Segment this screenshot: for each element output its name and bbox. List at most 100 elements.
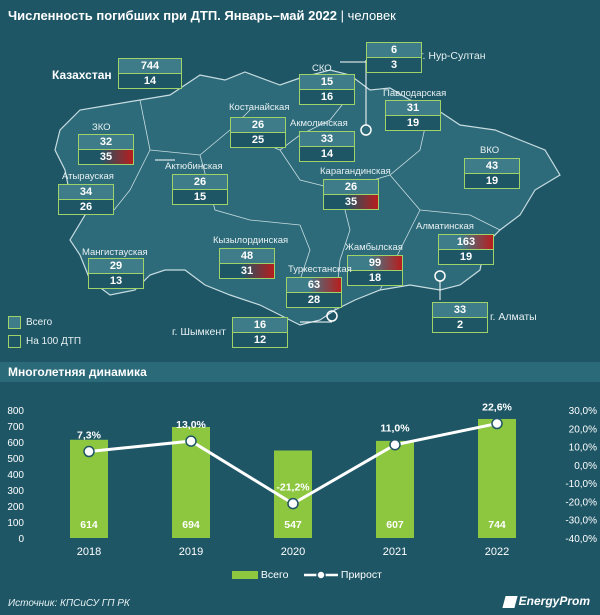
region-per100-pavlodar: 19 xyxy=(386,116,440,130)
region-label-zhambyl: Жамбылская xyxy=(345,242,403,253)
y-tick-label: 200 xyxy=(7,502,24,513)
region-total-vko: 43 xyxy=(465,159,519,174)
region-box-vko: 43 19 xyxy=(464,158,520,189)
region-per100-shymkent: 12 xyxy=(233,333,287,347)
region-per100-atyrau: 26 xyxy=(59,200,113,214)
region-label-kostanay: Костанайская xyxy=(229,102,290,113)
kazakhstan-map xyxy=(54,60,561,326)
growth-point xyxy=(83,445,95,458)
region-box-aktobe: 26 15 xyxy=(172,174,228,205)
y-tick-label: 500 xyxy=(7,454,24,465)
growth-label: 11,0% xyxy=(380,423,410,435)
region-box-kyzylorda: 48 31 xyxy=(219,248,275,279)
region-total-nur-sultan: 6 xyxy=(367,43,421,58)
region-label-karaganda: Карагандинская xyxy=(320,166,391,177)
region-total-mangystau: 29 xyxy=(89,259,143,274)
region-per100-almaty-obl: 19 xyxy=(439,250,493,264)
y2-tick-label: 0,0% xyxy=(574,461,597,472)
growth-label: 13,0% xyxy=(176,419,206,431)
x-tick-label: 2019 xyxy=(179,546,203,558)
growth-point xyxy=(287,497,299,510)
country-box: 744 14 xyxy=(118,58,182,89)
bar-value-label: 694 xyxy=(182,519,200,531)
region-total-shymkent: 16 xyxy=(233,318,287,333)
y2-tick-label: -20,0% xyxy=(565,497,597,508)
region-total-karaganda: 26 xyxy=(324,180,378,195)
growth-point xyxy=(185,435,197,447)
region-label-nur-sultan: г. Нур-Султан xyxy=(420,50,486,62)
legend-per100-label: На 100 ДТП xyxy=(26,336,82,347)
dynamics-chart: 0 100 200 300 400 500 600 700 800 -40,0% -30,0% -20… xyxy=(7,402,597,558)
region-box-shymkent: 16 12 xyxy=(232,317,288,348)
y-tick-label: 800 xyxy=(7,406,24,417)
y2-tick-label: 30,0% xyxy=(569,406,597,417)
bar xyxy=(376,440,414,538)
region-total-kostanay: 26 xyxy=(231,118,285,133)
growth-label: -21,2% xyxy=(276,482,310,494)
region-box-mangystau: 29 13 xyxy=(88,258,144,289)
bar xyxy=(478,418,516,538)
region-label-vko: ВКО xyxy=(480,145,500,156)
legend-bar-swatch xyxy=(232,571,258,580)
y-tick-label: 0 xyxy=(18,534,24,545)
region-label-pavlodar: Павлодарская xyxy=(383,88,447,99)
region-label-akmola: Акмолинская xyxy=(290,118,348,129)
region-per100-sko: 16 xyxy=(300,90,354,104)
region-total-almaty-obl: 163 xyxy=(439,235,493,250)
region-per100-almaty: 2 xyxy=(433,318,487,332)
legend-per100-swatch xyxy=(8,335,21,348)
x-tick-label: 2018 xyxy=(77,546,101,558)
region-label-turkestan: Туркестанская xyxy=(288,264,352,275)
section-header: Многолетняя динамика xyxy=(0,362,600,382)
legend-total-swatch xyxy=(8,316,21,329)
region-total-atyrau: 34 xyxy=(59,185,113,200)
region-total-akmola: 33 xyxy=(300,132,354,147)
region-total-kyzylorda: 48 xyxy=(220,249,274,264)
y-tick-label: 400 xyxy=(7,470,24,481)
bar-value-label: 614 xyxy=(80,519,98,531)
region-box-zko: 32 35 xyxy=(78,134,134,165)
growth-point xyxy=(491,417,503,430)
bar-value-label: 547 xyxy=(284,519,302,531)
x-tick-label: 2021 xyxy=(383,546,407,558)
region-label-mangystau: Мангистауская xyxy=(82,247,148,258)
y2-tick-label: -30,0% xyxy=(565,516,597,527)
region-per100-akmola: 14 xyxy=(300,147,354,161)
region-label-kyzylorda: Кызылординская xyxy=(213,235,289,246)
region-label-atyrau: Атырауская xyxy=(62,171,114,182)
chart-legend-line: Прирост xyxy=(304,569,382,581)
region-total-aktobe: 26 xyxy=(173,175,227,190)
region-label-aktobe: Актюбинская xyxy=(165,161,223,172)
y2-tick-label: -10,0% xyxy=(565,479,597,490)
region-box-pavlodar: 31 19 xyxy=(385,100,441,131)
region-box-kostanay: 26 25 xyxy=(230,117,286,148)
page-title: Численность погибших при ДТП. Январь–май… xyxy=(8,8,396,23)
bar-value-label: 744 xyxy=(488,519,506,531)
legend-line-swatch xyxy=(304,570,338,580)
region-box-zhambyl: 99 18 xyxy=(347,255,403,286)
region-per100-zko: 35 xyxy=(79,150,133,164)
region-total-turkestan: 63 xyxy=(287,278,341,293)
y-tick-label: 100 xyxy=(7,518,24,529)
region-box-karaganda: 26 35 xyxy=(323,179,379,210)
source-note: Источник: КПСиСУ ГП РК xyxy=(8,598,130,609)
region-total-pavlodar: 31 xyxy=(386,101,440,116)
region-per100-kostanay: 25 xyxy=(231,133,285,147)
region-label-sko: СКО xyxy=(312,63,332,74)
region-per100-vko: 19 xyxy=(465,174,519,188)
country-total: 744 xyxy=(119,59,181,74)
y2-tick-label: 10,0% xyxy=(569,443,597,454)
region-per100-karaganda: 35 xyxy=(324,195,378,209)
y-tick-label: 300 xyxy=(7,486,24,497)
y2-tick-label: 20,0% xyxy=(569,424,597,435)
region-box-almaty: 33 2 xyxy=(432,302,488,333)
region-box-atyrau: 34 26 xyxy=(58,184,114,215)
region-per100-turkestan: 28 xyxy=(287,293,341,307)
y2-tick-label: -40,0% xyxy=(565,534,597,545)
region-per100-nur-sultan: 3 xyxy=(367,58,421,72)
region-total-zhambyl: 99 xyxy=(348,256,402,271)
legend-total-label: Всего xyxy=(26,317,53,328)
region-label-shymkent: г. Шымкент xyxy=(172,326,226,338)
brand-logo: EnergyProm xyxy=(502,594,590,608)
